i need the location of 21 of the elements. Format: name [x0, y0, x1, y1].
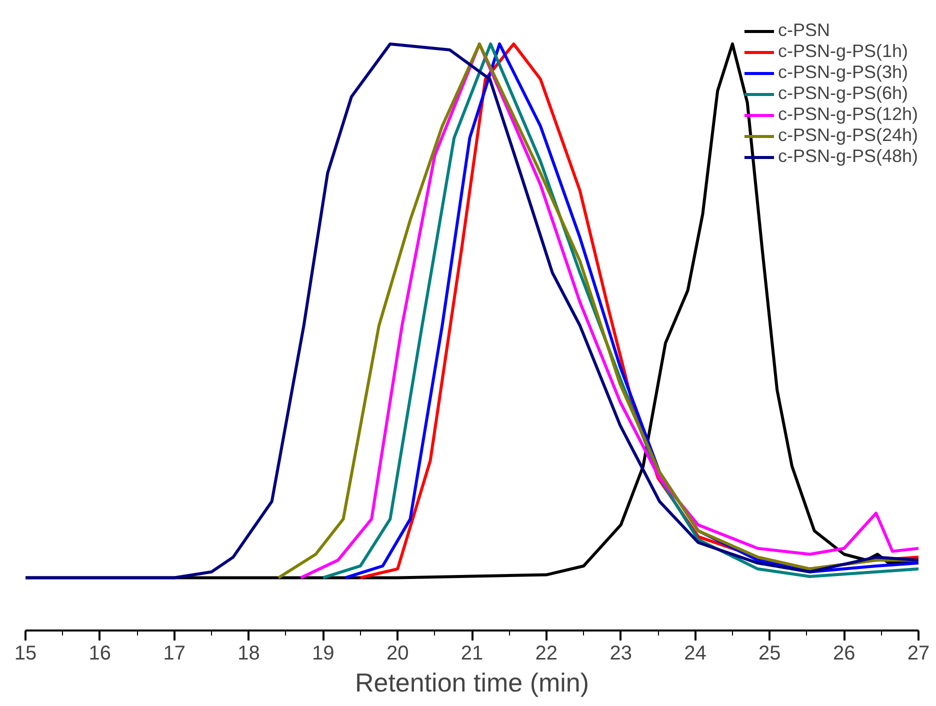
- x-tick-label: 27: [907, 642, 930, 664]
- x-tick-label: 18: [238, 642, 260, 664]
- x-tick-label: 19: [312, 642, 334, 664]
- x-tick-label: 17: [163, 642, 186, 664]
- x-tick-label: 15: [14, 642, 37, 664]
- x-tick-label: 23: [610, 642, 632, 664]
- legend-label: c-PSN-g-PS(1h): [778, 41, 908, 62]
- x-tick-label: 16: [88, 642, 112, 664]
- x-tick-label: 22: [535, 642, 558, 664]
- legend-label: c-PSN-g-PS(6h): [778, 83, 908, 104]
- legend-label: c-PSN-g-PS(12h): [778, 104, 918, 125]
- x-tick-label: 24: [684, 642, 706, 664]
- x-tick-label: 26: [832, 642, 856, 664]
- legend-label: c-PSN: [778, 20, 830, 41]
- legend-label: c-PSN-g-PS(24h): [778, 125, 918, 146]
- x-tick-label: 20: [386, 642, 409, 664]
- legend-label: c-PSN-g-PS(48h): [778, 146, 918, 167]
- x-tick-label: 25: [758, 642, 781, 664]
- legend-label: c-PSN-g-PS(3h): [778, 62, 908, 83]
- x-tick-label: 21: [460, 642, 484, 664]
- x-axis-title: Retention time (min): [354, 668, 590, 698]
